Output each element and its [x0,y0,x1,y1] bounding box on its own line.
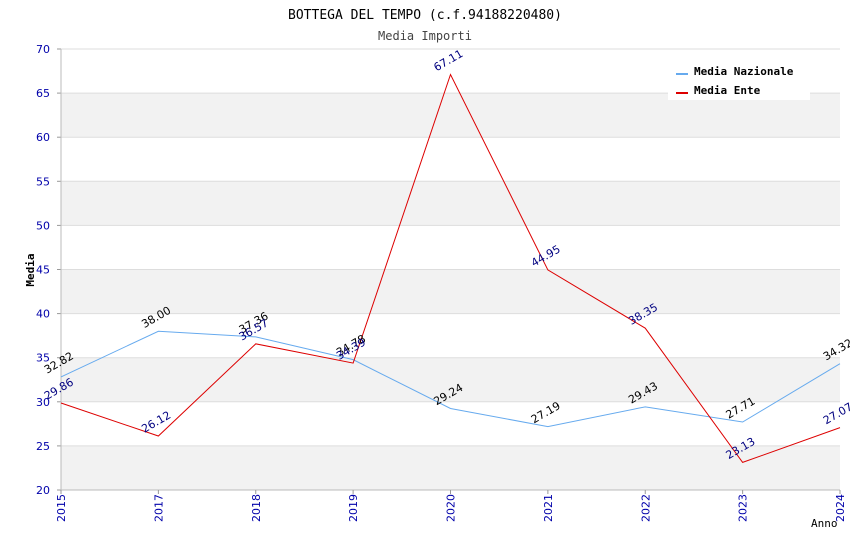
grid-band [61,445,840,490]
y-tick-label: 25 [36,440,50,453]
x-tick-label: 2017 [152,494,165,522]
y-tick-label: 60 [36,131,50,144]
data-label: 26.12 [139,409,173,436]
grid-band [61,357,840,402]
grid-band [61,93,840,138]
y-tick-label: 55 [36,175,50,188]
background-bands [61,93,840,490]
x-tick-label: 2021 [542,494,555,522]
x-tick-label: 2019 [347,494,360,522]
grid-band [61,269,840,314]
legend-box [668,60,810,100]
grid-band [61,181,840,226]
media-ente-line [60,73,841,463]
x-tick-label: 2020 [445,494,458,522]
legend-label: Media Nazionale [694,65,794,78]
y-axis-label: Media [24,253,37,286]
y-tick-labels: 20 25 30 35 40 45 50 55 60 65 70 [36,43,50,497]
y-tick-label: 45 [36,264,50,277]
data-label: 27.07 [821,400,850,427]
x-tick-label: 2024 [834,494,847,522]
chart-title: BOTTEGA DEL TEMPO (c.f.94188220480) [288,8,562,23]
x-tick-label: 2018 [250,494,263,522]
y-tick-label: 70 [36,43,50,56]
x-axis-label: Anno [811,517,838,530]
y-tick-label: 65 [36,87,50,100]
x-tick-label: 2015 [55,494,68,522]
x-tick-label: 2023 [737,494,750,522]
legend-label: Media Ente [694,84,761,97]
y-tick-label: 50 [36,219,50,232]
legend: Media Nazionale Media Ente [668,60,810,100]
y-tick-label: 40 [36,308,50,321]
x-tick-labels: 2015 2017 2018 2019 2020 2021 2022 2023 2024 [55,494,847,522]
data-label: 67.11 [432,47,466,74]
x-tick-label: 2022 [639,494,652,522]
chart-subtitle: Media Importi [378,29,472,43]
axes [57,48,841,494]
series-lines [60,73,841,463]
y-tick-label: 35 [36,352,50,365]
data-label: 27.19 [529,399,563,426]
y-tick-label: 30 [36,396,50,409]
y-tick-label: 20 [36,484,50,497]
